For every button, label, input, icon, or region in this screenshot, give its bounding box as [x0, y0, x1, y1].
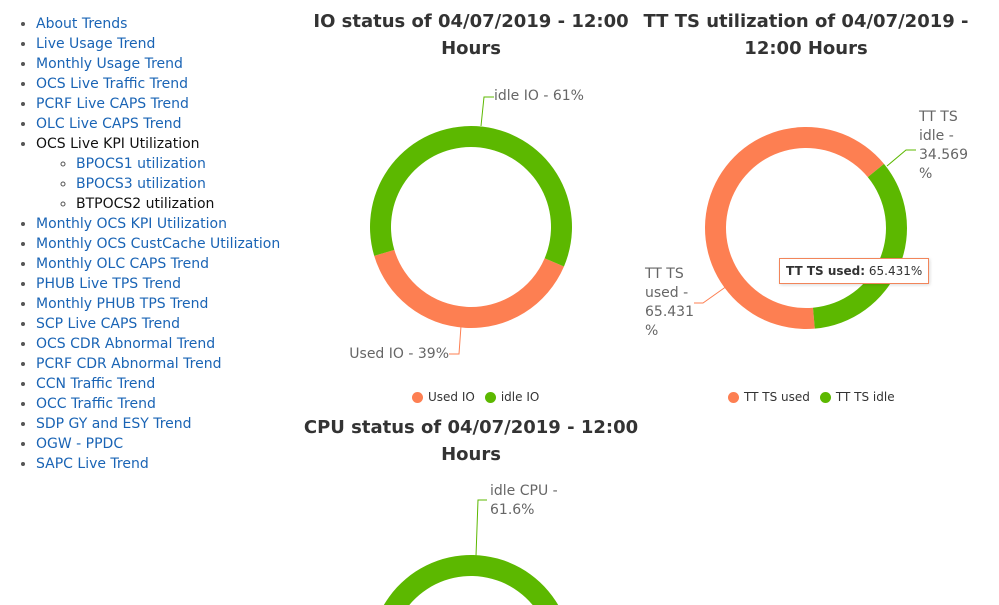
nav-olc-live-caps-trend[interactable]: OLC Live CAPS Trend — [36, 116, 182, 132]
nav-ocs-live-traffic-trend[interactable]: OCS Live Traffic Trend — [36, 76, 188, 92]
nav-monthly-ocs-kpi-utilization[interactable]: Monthly OCS KPI Utilization — [36, 216, 227, 232]
circle-icon — [728, 391, 739, 403]
io-donut — [370, 126, 572, 329]
io-idle-label: idle IO - 61% — [494, 88, 584, 104]
io-legend-used[interactable]: Used IO — [412, 390, 475, 404]
cpu-donut — [371, 555, 572, 605]
nav-ogw-ppdc[interactable]: OGW - PPDC — [36, 436, 124, 452]
ttts-used-connector — [694, 285, 728, 304]
nav-monthly-usage-trend[interactable]: Monthly Usage Trend — [36, 56, 183, 72]
nav-bpocs1-utilization[interactable]: BPOCS1 utilization — [76, 156, 206, 172]
io-used-connector — [449, 325, 462, 355]
nav-pcrf-live-caps-trend[interactable]: PCRF Live CAPS Trend — [36, 96, 189, 112]
cpu-idle-connector — [475, 499, 487, 557]
nav-scp-live-caps-trend[interactable]: SCP Live CAPS Trend — [36, 316, 181, 332]
circle-icon — [819, 391, 831, 403]
cpu-idle-label: idle CPU - 61.6% — [490, 483, 562, 518]
nav-about-trends[interactable]: About Trends — [36, 16, 128, 32]
io-chart-title: IO status of 04/07/2019 - 12:00 Hours — [313, 11, 629, 59]
nav-monthly-olc-caps-trend[interactable]: Monthly OLC CAPS Trend — [36, 256, 209, 272]
ttts-tooltip: TT TS used: 65.431% — [779, 258, 930, 284]
nav-sapc-live-trend[interactable]: SAPC Live Trend — [36, 456, 149, 472]
ttts-idle-connector — [886, 149, 916, 167]
cpu-idle-slice[interactable] — [371, 555, 572, 605]
ttts-idle-label: TT TS idle - 34.569 % — [918, 109, 972, 182]
io-idle-connector — [480, 96, 494, 127]
ttts-legend: TT TS used TT TS idle — [728, 390, 905, 406]
nav-monthly-phub-tps-trend[interactable]: Monthly PHUB TPS Trend — [36, 296, 209, 312]
trend-navigation: About Trends Live Usage Trend Monthly Us… — [18, 14, 280, 474]
nav-btpocs2-utilization: BTPOCS2 utilization — [76, 196, 215, 212]
nav-occ-traffic-trend[interactable]: OCC Traffic Trend — [36, 396, 156, 412]
circle-icon — [484, 391, 496, 403]
ttts-used-label: TT TS used - 65.431 % — [644, 266, 698, 339]
io-legend: Used IO idle IO — [412, 390, 549, 406]
ttts-legend-used[interactable]: TT TS used — [728, 390, 810, 404]
nav-sdp-gy-esy-trend[interactable]: SDP GY and ESY Trend — [36, 416, 192, 432]
nav-phub-live-tps-trend[interactable]: PHUB Live TPS Trend — [36, 276, 181, 292]
circle-icon — [412, 391, 423, 403]
io-legend-idle[interactable]: idle IO — [484, 390, 539, 404]
nav-ocs-cdr-abnormal-trend[interactable]: OCS CDR Abnormal Trend — [36, 336, 216, 352]
nav-live-usage-trend[interactable]: Live Usage Trend — [36, 36, 156, 52]
ttts-chart-title: TT TS utilization of 04/07/2019 - 12:00 … — [643, 11, 969, 59]
nav-monthly-ocs-custcache-utilization[interactable]: Monthly OCS CustCache Utilization — [36, 236, 281, 252]
io-used-slice[interactable] — [374, 249, 564, 329]
io-used-label: Used IO - 39% — [349, 346, 449, 362]
nav-pcrf-cdr-abnormal-trend[interactable]: PCRF CDR Abnormal Trend — [36, 356, 222, 372]
nav-kpi-submenu: BPOCS1 utilization BPOCS3 utilization BT… — [36, 154, 280, 214]
cpu-chart-title: CPU status of 04/07/2019 - 12:00 Hours — [303, 417, 639, 465]
ttts-used-slice[interactable] — [705, 126, 884, 329]
io-idle-slice[interactable] — [370, 126, 572, 267]
nav-ccn-traffic-trend[interactable]: CCN Traffic Trend — [36, 376, 156, 392]
nav-ocs-live-kpi-utilization: OCS Live KPI Utilization — [36, 136, 200, 152]
ttts-donut — [705, 126, 907, 329]
ttts-idle-slice[interactable] — [812, 163, 907, 329]
nav-bpocs3-utilization[interactable]: BPOCS3 utilization — [76, 176, 206, 192]
ttts-legend-idle[interactable]: TT TS idle — [819, 390, 895, 404]
